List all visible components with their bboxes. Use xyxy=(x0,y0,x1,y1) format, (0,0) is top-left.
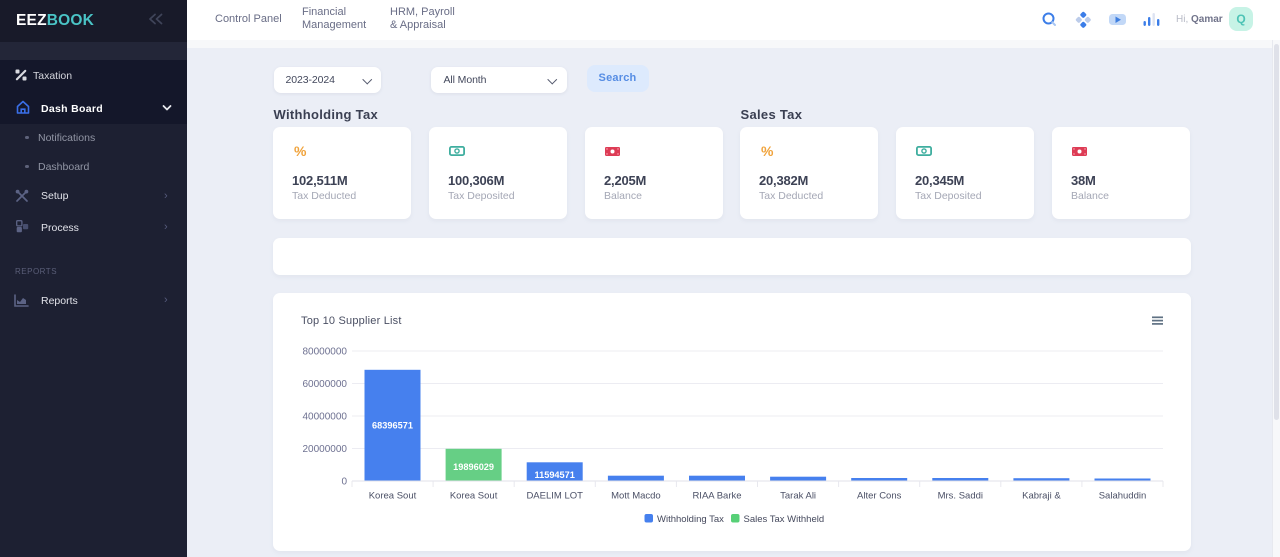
svg-text:68396571: 68396571 xyxy=(372,421,413,431)
svg-text:RIAA Barke: RIAA Barke xyxy=(692,490,741,501)
svg-text:Sales Tax Withheld: Sales Tax Withheld xyxy=(744,514,825,525)
svg-text:Withholding Tax: Withholding Tax xyxy=(657,514,724,525)
svg-text:20000000: 20000000 xyxy=(303,444,348,455)
svg-text:Salahuddin: Salahuddin xyxy=(1099,490,1147,501)
svg-text:19896029: 19896029 xyxy=(453,462,494,472)
svg-text:Alter Cons: Alter Cons xyxy=(857,490,902,501)
svg-text:Korea Sout: Korea Sout xyxy=(369,490,417,501)
svg-text:11594571: 11594571 xyxy=(535,470,575,480)
svg-text:0: 0 xyxy=(341,477,347,488)
svg-text:Tarak Ali: Tarak Ali xyxy=(780,490,816,501)
svg-text:Mott Macdo: Mott Macdo xyxy=(611,490,661,501)
svg-text:Mrs. Saddi: Mrs. Saddi xyxy=(938,490,983,501)
svg-text:80000000: 80000000 xyxy=(303,347,348,358)
svg-text:Kabraji &: Kabraji & xyxy=(1022,490,1061,501)
svg-text:Korea Sout: Korea Sout xyxy=(450,490,498,501)
svg-text:DAELIM LOT: DAELIM LOT xyxy=(526,490,583,501)
svg-text:40000000: 40000000 xyxy=(303,412,348,423)
svg-text:60000000: 60000000 xyxy=(303,379,348,390)
